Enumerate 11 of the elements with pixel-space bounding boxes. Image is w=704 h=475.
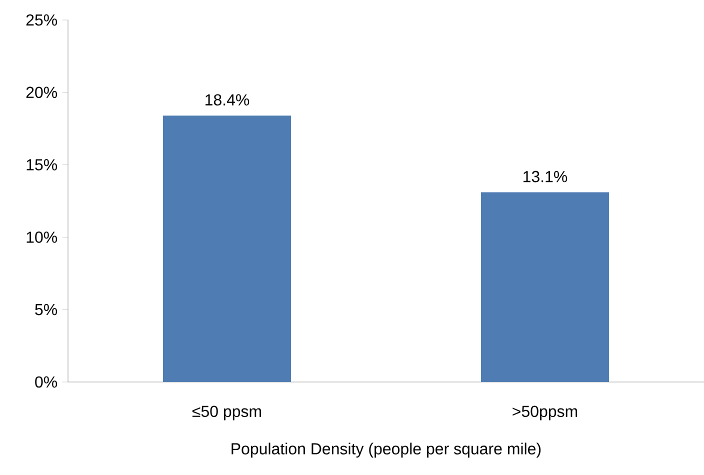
y-tick-label: 25% (26, 14, 58, 26)
y-tick-label: 20% (26, 86, 58, 98)
y-tick-label: 0% (35, 376, 58, 388)
y-tick-label: 15% (26, 159, 58, 170)
x-tick-label: ≤50 ppsm (192, 406, 262, 420)
y-tick-label: 5% (35, 304, 58, 316)
x-axis-title: Population Density (people per square mile) (232, 442, 541, 458)
x-tick-label: >50ppsm (512, 406, 578, 420)
data-label: 13.1% (524, 170, 568, 182)
data-label: 18.4% (206, 94, 250, 106)
y-tick-label: 10% (26, 232, 58, 243)
